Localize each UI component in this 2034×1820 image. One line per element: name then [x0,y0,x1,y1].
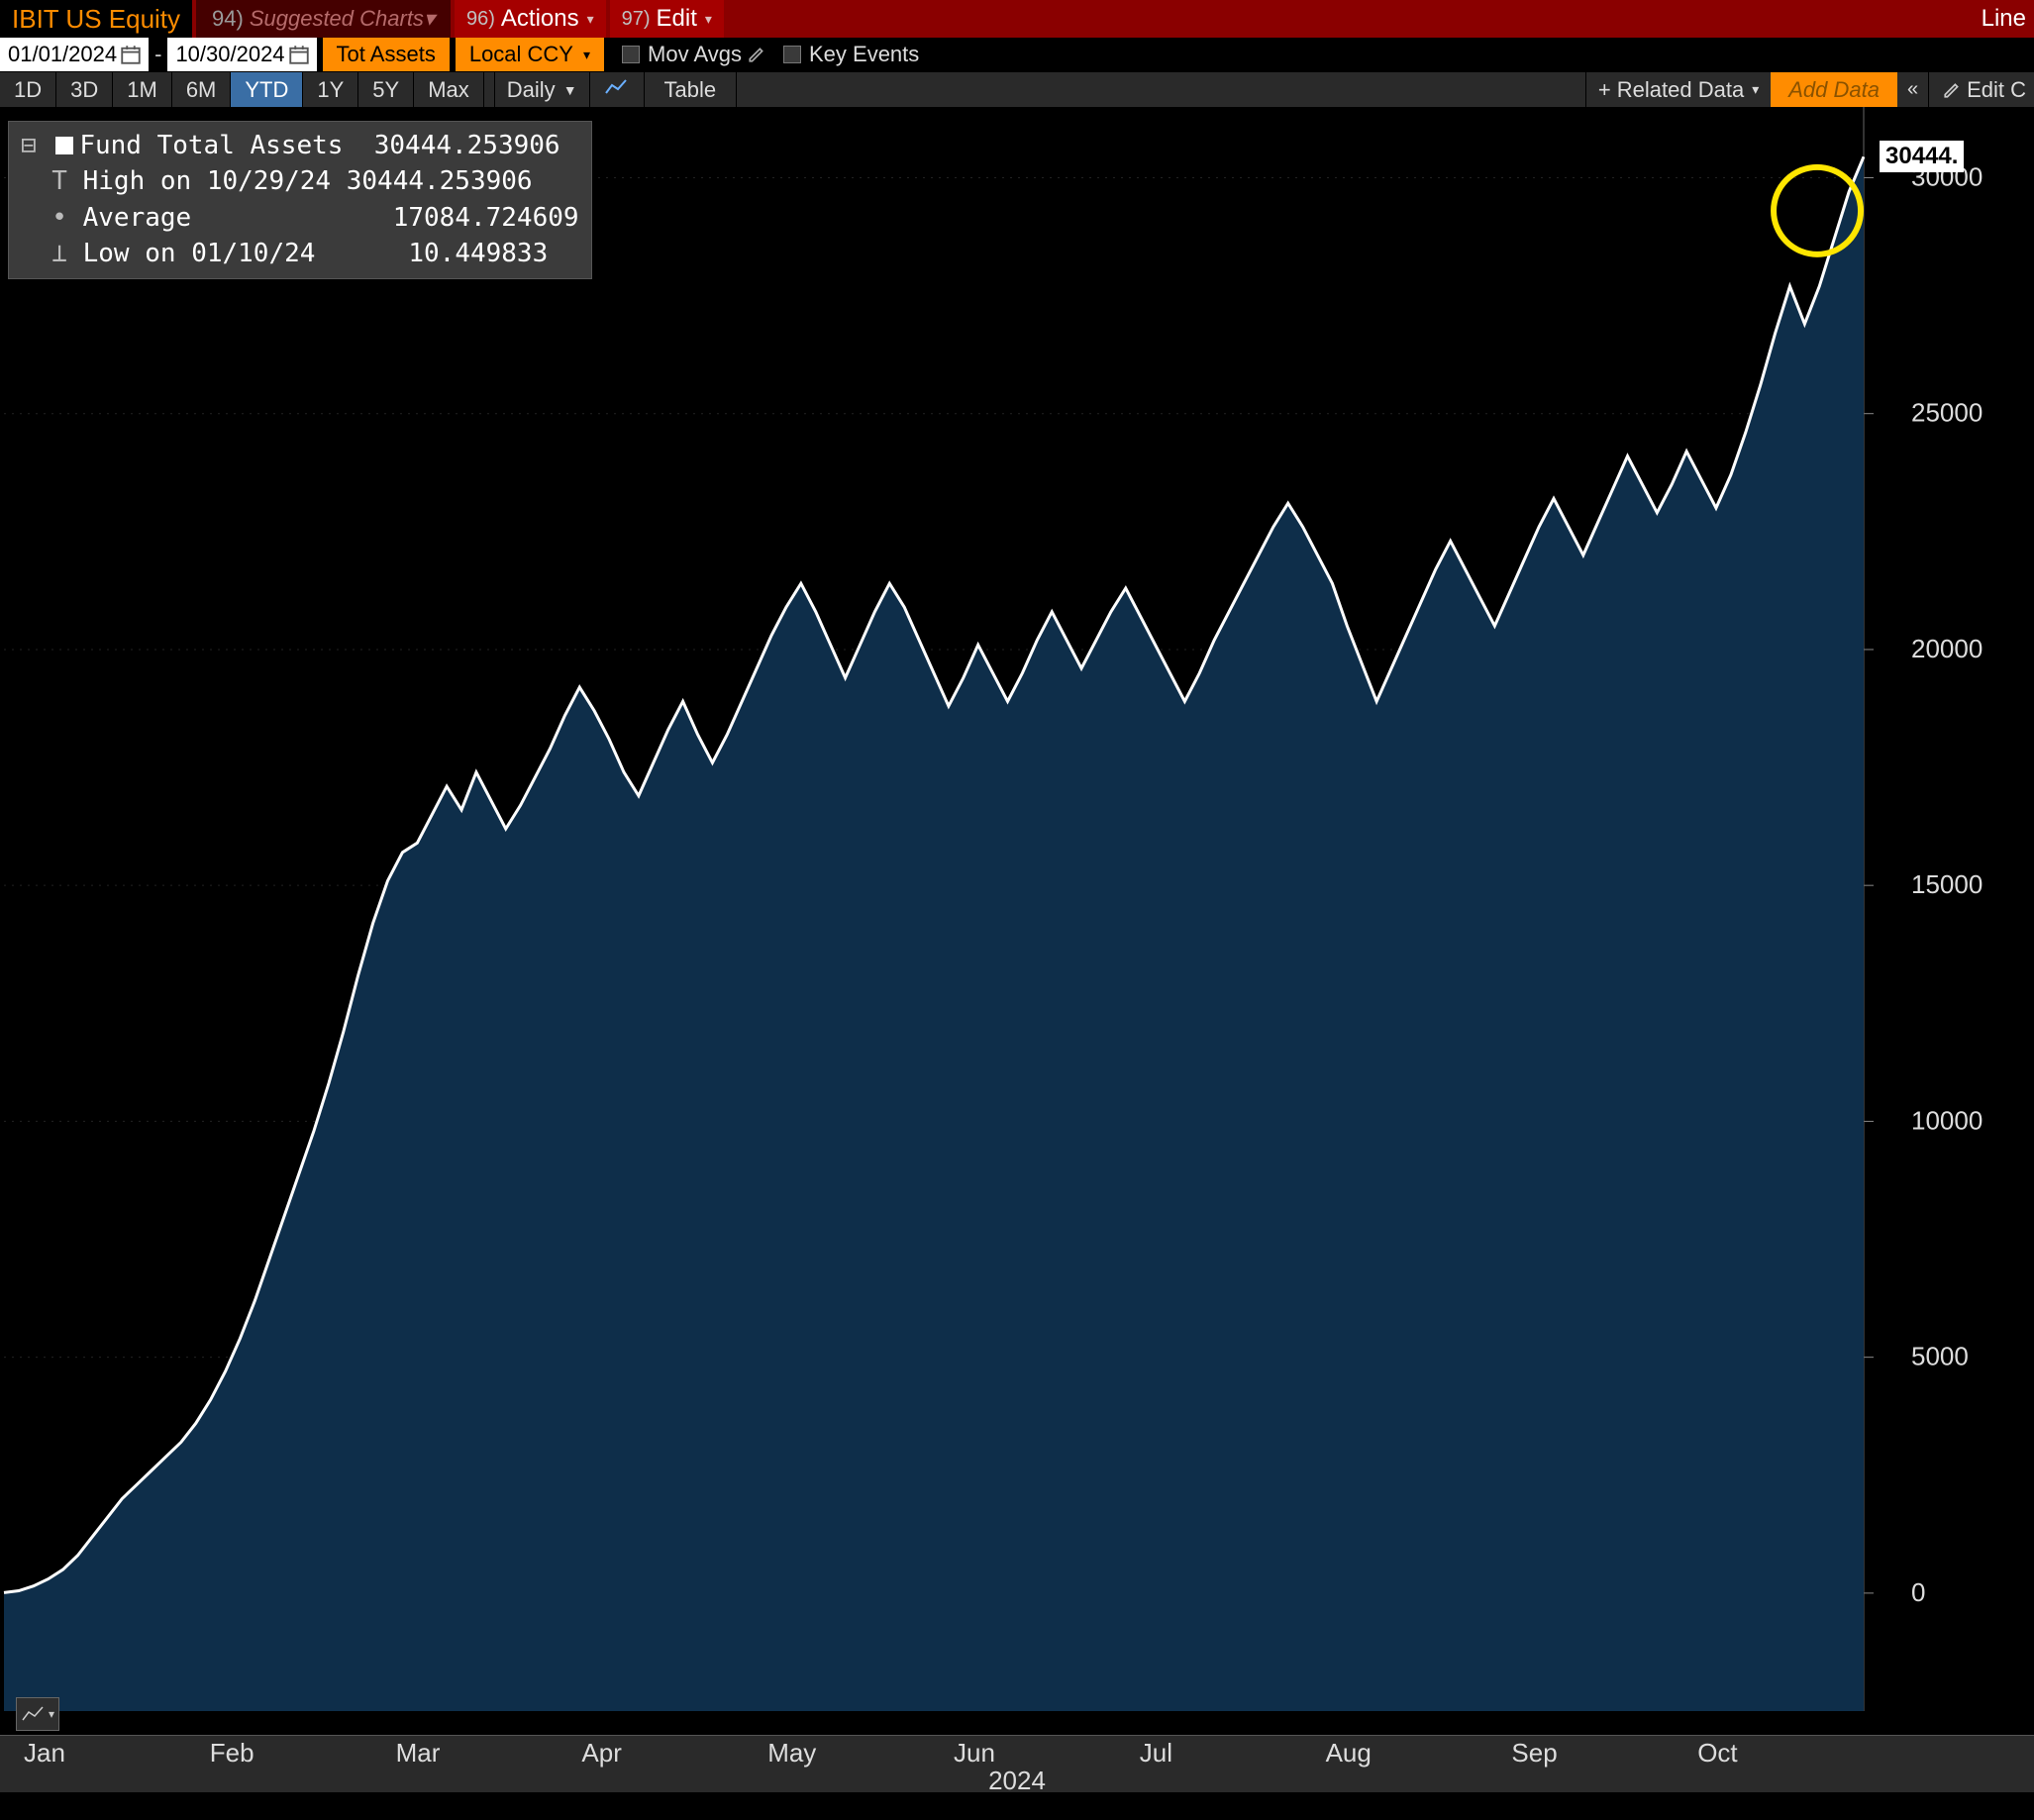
suggested-charts-button[interactable]: 94) Suggested Charts ▾ [196,0,451,38]
edit-label: Edit [657,5,697,33]
edit-chart-label: Edit C [1967,77,2026,103]
chart-annot-icon [21,1704,47,1724]
timeframe-6m[interactable]: 6M [172,72,232,107]
collapse-button[interactable]: « [1897,72,1928,107]
svg-text:15000: 15000 [1911,869,1983,899]
collapse-tree-icon[interactable]: ⊟ [21,128,51,163]
annotation-tool-button[interactable]: ▾ [16,1697,59,1731]
chevron-down-icon: ▾ [424,6,435,32]
timeframe-1y[interactable]: 1Y [303,72,358,107]
suggested-charts-label: Suggested Charts [250,6,424,32]
key-events-checkbox[interactable]: Key Events [783,38,919,71]
interval-label: Daily [507,77,556,103]
legend-label-2: Average [83,200,192,236]
chevron-down-icon: ▼ [563,82,577,98]
edit-num: 97) [622,8,651,31]
svg-text:20000: 20000 [1911,634,1983,663]
x-axis-label: Feb [210,1738,254,1769]
x-axis-label: May [767,1738,816,1769]
plus-icon: + [1598,77,1611,103]
mov-avgs-checkbox[interactable]: Mov Avgs [622,38,765,71]
chevron-down-icon: ▾ [587,11,594,28]
timeframe-1d[interactable]: 1D [0,72,56,107]
series-marker-icon [55,137,73,154]
field-select[interactable]: Tot Assets [323,38,450,71]
chevron-down-icon: ▾ [705,11,712,28]
x-axis-year: 2024 [988,1766,1046,1796]
start-date-value: 01/01/2024 [8,42,117,67]
checkbox-icon [622,46,640,63]
start-date-input[interactable]: 01/01/2024 [0,38,149,71]
mov-avgs-label: Mov Avgs [648,42,742,67]
svg-text:0: 0 [1911,1577,1925,1607]
calendar-icon [121,45,141,64]
line-chart-icon [604,77,630,103]
svg-text:25000: 25000 [1911,398,1983,428]
chart-type-button[interactable] [590,72,645,107]
pencil-icon[interactable] [748,46,765,63]
related-data-button[interactable]: + Related Data ▾ [1585,72,1771,107]
related-data-label: Related Data [1617,77,1744,103]
key-events-label: Key Events [809,42,919,67]
chart-svg: 050001000015000200002500030000 [0,107,2034,1802]
edit-button[interactable]: 97) Edit ▾ [610,0,724,38]
add-data-input[interactable]: Add Data [1771,72,1897,107]
table-button[interactable]: Table [645,72,738,107]
x-axis: JanFebMarAprMayJunJulAugSepOct2024 [0,1735,2034,1792]
currency-select-label: Local CCY [469,42,573,67]
chevron-down-icon: ▾ [1752,81,1759,98]
legend-box: ⊟ Fund Total Assets 30444.253906 T High … [8,121,592,279]
timeframe-1m[interactable]: 1M [113,72,172,107]
end-date-input[interactable]: 10/30/2024 [167,38,316,71]
x-axis-label: Aug [1326,1738,1372,1769]
actions-num: 96) [466,8,495,31]
timeframe-max[interactable]: Max [414,72,484,107]
x-axis-label: Mar [396,1738,441,1769]
chevron-down-icon: ▾ [583,47,590,63]
timeframe-ytd[interactable]: YTD [231,72,303,107]
legend-value-0: 30444.253906 [374,128,560,163]
chevron-down-icon: ▾ [49,1707,54,1721]
legend-label-3: Low on 01/10/24 [83,236,316,271]
actions-label: Actions [501,5,579,33]
options-row: 01/01/2024 - 10/30/2024 Tot Assets Local… [0,38,2034,71]
ticker-symbol: IBIT US Equity [0,0,192,38]
top-bar: IBIT US Equity 94) Suggested Charts ▾ 96… [0,0,2034,38]
legend-label-0: Fund Total Assets [79,128,343,163]
chart-kind-label: Line [1974,0,2034,38]
legend-value-2: 17084.724609 [393,200,579,236]
pencil-icon [1943,81,1961,99]
actions-button[interactable]: 96) Actions ▾ [455,0,606,38]
field-select-label: Tot Assets [337,42,436,67]
legend-value-1: 30444.253906 [347,163,533,199]
timeframe-row: 1D3D1M6MYTD1Y5YMax Daily ▼ Table + Relat… [0,71,2034,107]
calendar-icon [289,45,309,64]
timeframe-5y[interactable]: 5Y [358,72,414,107]
end-date-value: 10/30/2024 [175,42,284,67]
edit-chart-button[interactable]: Edit C [1928,72,2034,107]
x-axis-label: Jan [24,1738,65,1769]
legend-label-1: High on 10/29/24 [83,163,331,199]
add-data-placeholder: Add Data [1788,77,1880,103]
flag-value: 30444. [1885,143,1958,169]
double-chevron-left-icon: « [1907,78,1918,101]
legend-value-3: 10.449833 [408,236,548,271]
table-label: Table [664,77,717,103]
date-separator: - [149,38,167,71]
value-flag: 30444. [1880,141,1964,172]
x-axis-label: Oct [1697,1738,1737,1769]
x-axis-label: Sep [1511,1738,1557,1769]
x-axis-label: Jun [954,1738,995,1769]
currency-select[interactable]: Local CCY ▾ [456,38,604,71]
timeframe-3d[interactable]: 3D [56,72,113,107]
x-axis-label: Jul [1140,1738,1172,1769]
interval-select[interactable]: Daily ▼ [494,72,590,107]
svg-text:5000: 5000 [1911,1342,1969,1371]
x-axis-label: Apr [581,1738,621,1769]
chart-area: 050001000015000200002500030000 ⊟ Fund To… [0,107,2034,1802]
suggested-charts-num: 94) [212,6,244,32]
checkbox-icon [783,46,801,63]
svg-text:10000: 10000 [1911,1105,1983,1135]
